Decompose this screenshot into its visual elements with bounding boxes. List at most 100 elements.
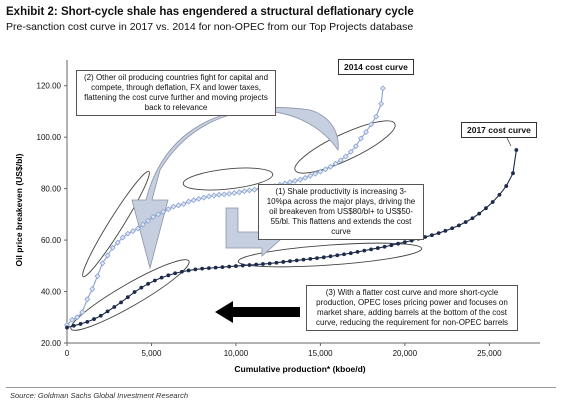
data-point-2017 (396, 241, 400, 246)
data-point-2017 (504, 184, 509, 188)
data-point-2014 (297, 176, 304, 183)
y-tick-label: 100.00 (37, 133, 62, 142)
chart-title: Exhibit 2: Short-cycle shale has engende… (6, 6, 414, 18)
ellipse-2017-low (70, 259, 190, 331)
data-point-2017 (125, 295, 130, 300)
data-point-2014 (236, 189, 243, 196)
data-point-2014 (312, 170, 319, 177)
data-point-2014 (211, 192, 217, 199)
data-point-2017 (328, 254, 333, 259)
data-point-2014 (94, 273, 101, 280)
annotation-note-3: (3) With a flatter cost curve and more s… (306, 285, 518, 331)
data-point-2017 (213, 265, 218, 270)
data-point-2014 (124, 230, 131, 237)
data-point-2017 (152, 278, 157, 283)
data-point-2017 (463, 220, 468, 224)
data-point-2017 (382, 244, 387, 249)
x-tick-label: 5,000 (141, 349, 162, 358)
footer-rule (6, 387, 556, 388)
data-point-2014 (292, 177, 299, 184)
data-point-2017 (281, 260, 286, 264)
data-point-2017 (200, 266, 205, 271)
data-point-2014 (251, 186, 258, 193)
y-axis-label: Oil price breakeven (US$/bl) (14, 153, 24, 266)
data-point-2017 (402, 240, 407, 245)
data-point-2014 (246, 187, 253, 194)
data-point-2017 (254, 262, 259, 267)
data-point-2017 (514, 148, 519, 152)
data-point-2017 (335, 253, 340, 258)
data-point-2014 (200, 194, 207, 201)
data-point-2014 (379, 85, 386, 92)
data-point-2017 (457, 223, 461, 228)
data-point-2014 (226, 190, 233, 197)
data-point-2017 (321, 255, 326, 260)
y-tick-label: 40.00 (41, 288, 62, 297)
data-point-2017 (207, 266, 211, 271)
data-point-2017 (511, 171, 515, 176)
data-point-2017 (65, 325, 69, 330)
x-tick-label: 15,000 (308, 349, 333, 358)
source-note: Source: Goldman Sachs Global Investment … (10, 391, 189, 400)
axes-group (66, 60, 540, 344)
data-point-2017 (375, 246, 380, 250)
data-point-2014 (347, 148, 354, 155)
y-tick-label: 120.00 (37, 82, 62, 91)
data-point-2017 (348, 251, 353, 256)
data-point-2014 (109, 244, 116, 251)
data-point-2017 (247, 263, 252, 267)
series-2017-group (65, 148, 519, 330)
data-point-2017 (294, 258, 299, 263)
data-point-2014 (69, 316, 76, 323)
data-point-2017 (78, 322, 83, 326)
chart-subtitle: Pre-sanction cost curve in 2017 vs. 2014… (6, 21, 414, 33)
ellipse-2014-low (82, 170, 150, 278)
ellipse-2014-mid (182, 167, 274, 191)
data-point-2017 (308, 256, 313, 261)
data-point-2014 (155, 211, 162, 218)
data-point-2014 (180, 201, 187, 208)
data-point-2017 (362, 248, 367, 253)
data-point-2017 (71, 323, 76, 328)
x-axis-label: Cumulative production* (kboe/d) (234, 364, 365, 374)
data-point-2014 (302, 174, 309, 181)
ellipse-2014-upper (294, 120, 396, 174)
data-point-2017 (234, 264, 238, 268)
black-arrow (215, 301, 300, 323)
data-point-2017 (477, 211, 482, 216)
data-point-2017 (139, 285, 144, 290)
data-point-2014 (327, 163, 334, 170)
data-point-2017 (132, 290, 137, 294)
data-point-2017 (288, 259, 292, 264)
data-point-2014 (74, 314, 81, 321)
ellipse-2017-mid (237, 242, 423, 268)
data-point-2017 (490, 200, 495, 204)
annotation-note-2: (2) Other oil producing countries fight … (76, 70, 276, 116)
data-point-2014 (185, 198, 192, 205)
data-point-2017 (261, 262, 265, 266)
data-point-2014 (114, 239, 121, 246)
data-point-2014 (119, 234, 126, 241)
data-point-2014 (89, 286, 96, 292)
data-point-2014 (241, 188, 248, 195)
data-point-2017 (484, 206, 488, 211)
data-point-2017 (179, 269, 184, 274)
data-point-2017 (98, 313, 103, 318)
data-point-2014 (322, 166, 329, 173)
data-point-2017 (240, 263, 245, 268)
data-point-2017 (105, 309, 110, 314)
x-tick-label: 0 (65, 349, 70, 358)
highlight-ellipses (70, 120, 423, 331)
data-point-2014 (368, 121, 375, 128)
data-point-2014 (150, 213, 157, 220)
data-point-2017 (450, 226, 455, 231)
data-point-2014 (357, 135, 364, 142)
data-point-2014 (317, 168, 324, 175)
data-point-2017 (186, 268, 191, 273)
data-point-2017 (315, 256, 319, 260)
data-point-2014 (373, 113, 380, 120)
y-ticks-group: 20.00 40.00 60.00 80.00 100.00 120.00 (37, 82, 67, 348)
data-point-2017 (220, 265, 225, 270)
y-tick-label: 20.00 (41, 339, 62, 348)
